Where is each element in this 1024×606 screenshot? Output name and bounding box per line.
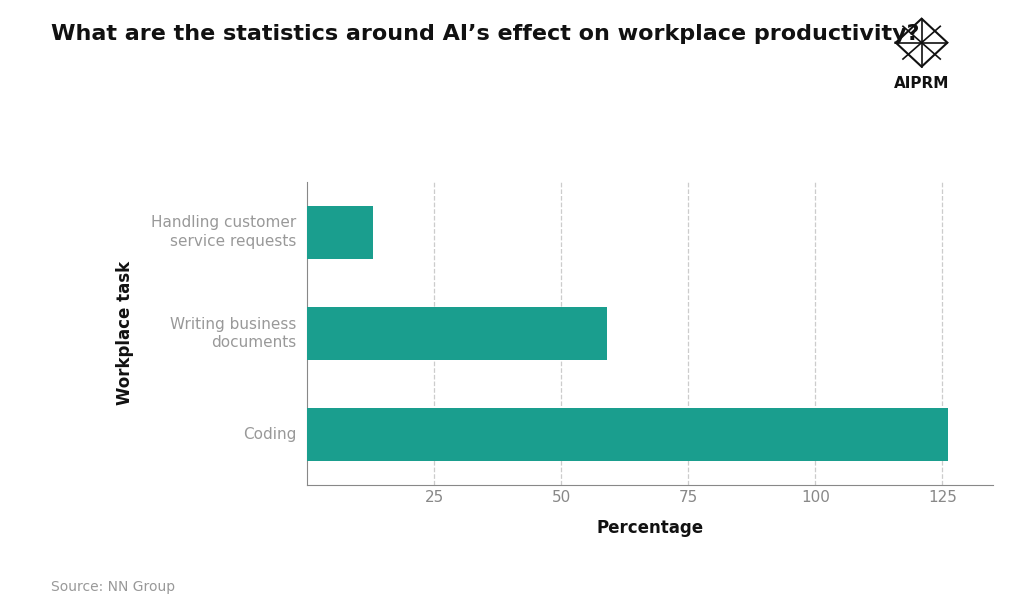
- Text: Source: NN Group: Source: NN Group: [51, 580, 175, 594]
- Bar: [307, 307, 607, 359]
- Text: AIPRM: AIPRM: [894, 76, 949, 90]
- Text: What are the statistics around AI’s effect on workplace productivity?: What are the statistics around AI’s effe…: [51, 24, 920, 44]
- Bar: [307, 206, 374, 259]
- Bar: [307, 408, 947, 461]
- Y-axis label: Workplace task: Workplace task: [116, 261, 134, 405]
- X-axis label: Percentage: Percentage: [597, 519, 703, 538]
